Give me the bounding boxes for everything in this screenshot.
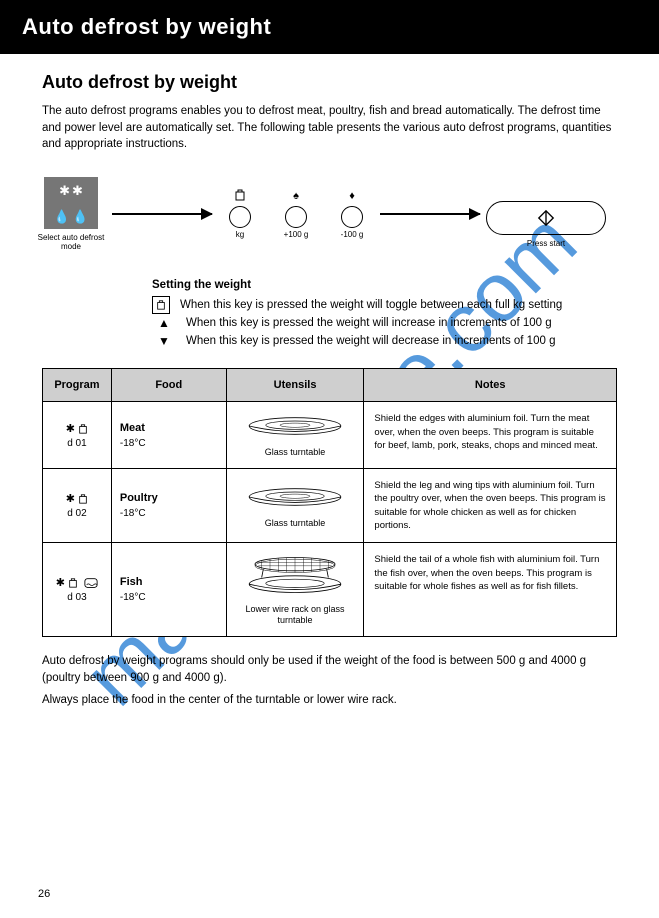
bottom-para2: Always place the food in the center of t… [42, 692, 617, 709]
intro-paragraph: The auto defrost programs enables you to… [42, 103, 617, 153]
rack-turntable-illustration [245, 553, 345, 597]
prog1-num: d 01 [47, 438, 107, 449]
page-number: 26 [38, 888, 50, 900]
turntable-illustration [245, 483, 345, 511]
up-triangle-icon: ▲ [152, 314, 176, 332]
food1-name: Meat [120, 422, 218, 434]
arrow-icon [112, 213, 212, 215]
table-row: ✱ d 01 Meat -18°C Glass turntable [43, 402, 617, 469]
notes1: Shield the edges with aluminium foil. Tu… [364, 402, 617, 469]
weight-block-title: Setting the weight [152, 277, 617, 294]
bottom-notes: Auto defrost by weight programs should o… [42, 653, 617, 709]
weight-kg-label: kg [218, 231, 262, 240]
th-utensils: Utensils [226, 369, 364, 402]
turntable-illustration [245, 412, 345, 440]
food1-temp: -18°C [120, 438, 218, 449]
bottom-para1: Auto defrost by weight programs should o… [42, 653, 617, 686]
table-row: ✱ d 02 Poultry -18°C Glass turntable [43, 469, 617, 543]
food2-name: Poultry [120, 492, 218, 504]
th-notes: Notes [364, 369, 617, 402]
flow-diagram: ✱✱ 💧💧 Select auto defrost mode kg ♠ +100… [36, 177, 617, 251]
table-row: ✱ d 03 Fish -18°C [43, 543, 617, 637]
down-arrow-icon: ♦ [349, 189, 355, 203]
start-button [486, 201, 606, 235]
kg-icon [152, 296, 170, 314]
weight-line3: When this key is pressed the weight will… [186, 333, 555, 350]
food3-name: Fish [120, 576, 218, 588]
defrost-mode-icon: ✱✱ 💧💧 [44, 177, 98, 229]
th-program: Program [43, 369, 112, 402]
section-title: Auto defrost by weight [42, 72, 617, 93]
weight-icon [234, 189, 246, 203]
down-triangle-icon: ▼ [152, 332, 176, 350]
minus-label: -100 g [330, 231, 374, 240]
header-title: Auto defrost by weight [0, 0, 659, 54]
start-label: Press start [486, 239, 606, 248]
notes3: Shield the tail of a whole fish with alu… [364, 543, 617, 637]
util1-label: Glass turntable [233, 447, 358, 458]
food3-temp: -18°C [120, 592, 218, 603]
prog3-num: d 03 [47, 592, 107, 603]
increase-button [285, 206, 307, 228]
util3-label: Lower wire rack on glass turntable [233, 604, 358, 626]
decrease-button [341, 206, 363, 228]
th-food: Food [111, 369, 226, 402]
start-icon [537, 209, 555, 227]
util2-label: Glass turntable [233, 518, 358, 529]
weight-instructions: Setting the weight When this key is pres… [42, 277, 617, 350]
food2-temp: -18°C [120, 508, 218, 519]
flow-step1-label: Select auto defrost mode [36, 233, 106, 251]
weight-line2: When this key is pressed the weight will… [186, 315, 552, 332]
prog2-num: d 02 [47, 508, 107, 519]
weight-button-group: kg ♠ +100 g ♦ -100 g [218, 189, 374, 240]
program-table: Program Food Utensils Notes ✱ d 01 Meat … [42, 368, 617, 637]
arrow-icon [380, 213, 480, 215]
prog1-icons: ✱ [47, 422, 107, 435]
weight-kg-button [229, 206, 251, 228]
plus-label: +100 g [274, 231, 318, 240]
up-arrow-icon: ♠ [293, 189, 299, 203]
weight-line1: When this key is pressed the weight will… [180, 297, 562, 314]
prog3-icons: ✱ [47, 576, 107, 589]
prog2-icons: ✱ [47, 492, 107, 505]
notes2: Shield the leg and wing tips with alumin… [364, 469, 617, 543]
